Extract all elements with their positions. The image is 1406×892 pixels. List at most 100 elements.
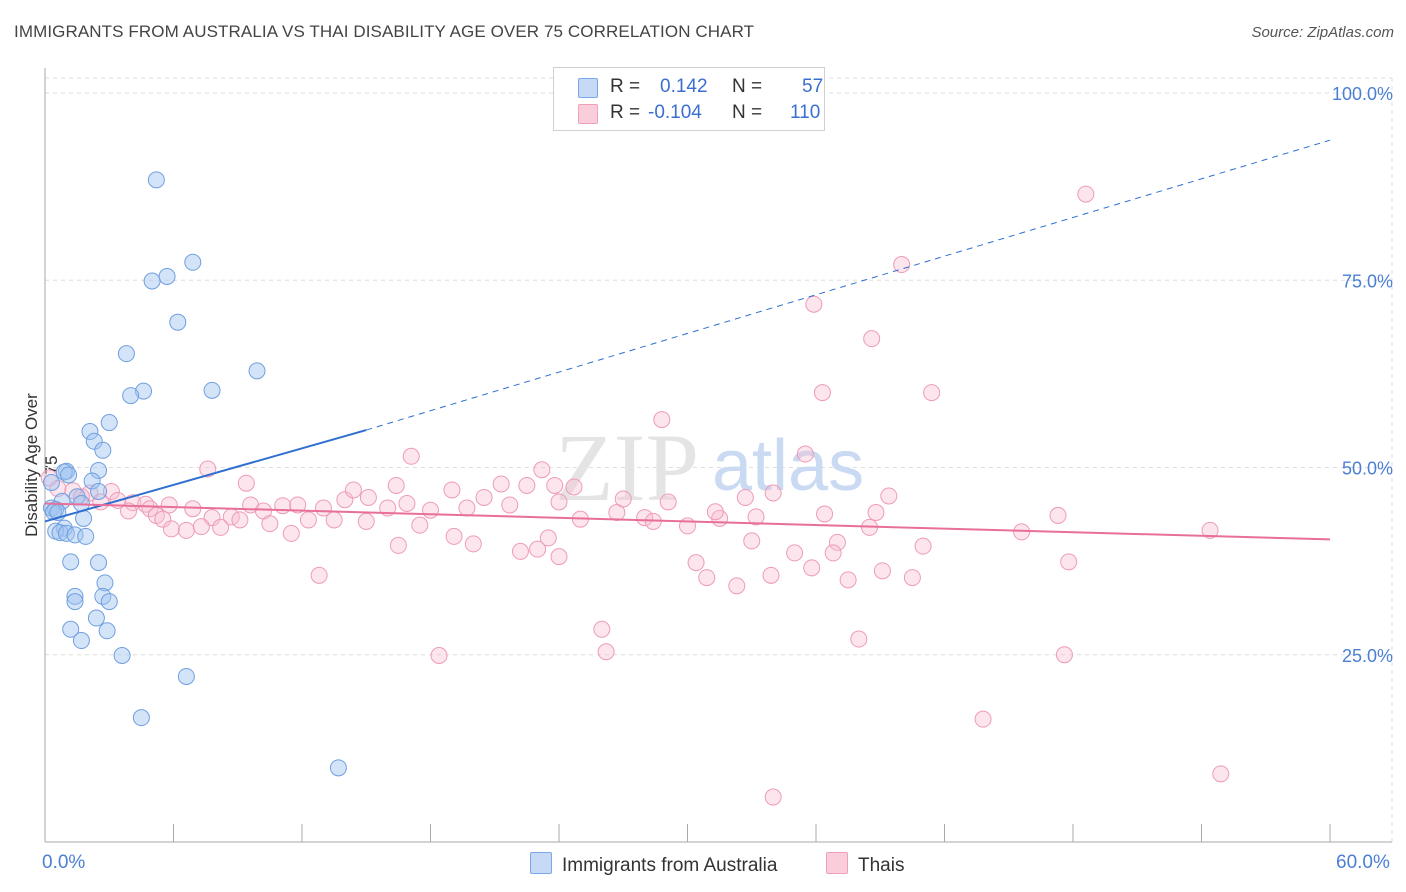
thais-point — [728, 577, 746, 595]
australia-point — [42, 473, 60, 491]
australia-point — [98, 622, 116, 640]
y-tick-label: 75.0% — [1342, 271, 1393, 291]
thais-point — [387, 476, 405, 494]
thais-point — [212, 518, 230, 536]
thais-point — [177, 521, 195, 539]
australia-point — [94, 441, 112, 459]
australia-point — [90, 554, 108, 572]
australia-point — [57, 524, 75, 542]
australia-point — [147, 171, 165, 189]
thais-point — [539, 529, 557, 547]
legend-swatch-thais — [578, 104, 598, 124]
thais-point — [192, 518, 210, 536]
thais-point — [282, 524, 300, 542]
australia-point — [122, 387, 140, 405]
y-tick-label: 50.0% — [1342, 459, 1393, 479]
thais-point — [839, 571, 857, 589]
watermark: ZIP atlas — [555, 414, 864, 521]
australia-point — [90, 482, 108, 500]
bottom-legend-label-australia: Immigrants from Australia — [562, 855, 778, 876]
thais-point — [706, 503, 724, 521]
australia-point — [169, 313, 187, 331]
thais-point — [533, 461, 551, 479]
australia-point — [62, 553, 80, 571]
thais-point — [336, 491, 354, 509]
thais-point — [475, 488, 493, 506]
australia-point — [85, 432, 103, 450]
thais-point — [863, 330, 881, 348]
legend-n-value-australia: 57 — [802, 76, 824, 97]
chart-source: Source: ZipAtlas.com — [1251, 24, 1394, 41]
thais-point — [636, 509, 654, 527]
australia-point — [132, 709, 150, 727]
thais-point — [261, 515, 279, 533]
thais-point — [162, 520, 180, 538]
australia-point — [83, 472, 101, 490]
watermark-zip: ZIP — [555, 414, 699, 521]
thais-point — [458, 499, 476, 517]
thais-point — [762, 566, 780, 584]
thais-points — [40, 185, 1230, 806]
australia-points — [42, 171, 347, 777]
australia-point — [203, 381, 221, 399]
thais-point — [1055, 646, 1073, 664]
thais-point — [659, 493, 677, 511]
thais-point — [160, 496, 178, 514]
thais-point — [310, 566, 328, 584]
watermark-atlas: atlas — [712, 426, 864, 506]
thais-point — [786, 544, 804, 562]
thais-point — [828, 533, 846, 551]
australia-point — [72, 632, 90, 650]
thais-point — [344, 481, 362, 499]
thais-point — [880, 487, 898, 505]
legend-r-label: R = — [610, 102, 641, 123]
y-tick-labels: 25.0% 50.0% 75.0% 100.0% — [1332, 84, 1393, 666]
thais-point — [796, 445, 814, 463]
australia-point — [66, 587, 84, 605]
australia-point — [177, 667, 195, 685]
bottom-legend-swatch-australia — [530, 852, 552, 874]
thais-point — [492, 475, 510, 493]
thais-point — [974, 710, 992, 728]
legend-n-label: N = — [732, 102, 763, 123]
thais-point — [565, 478, 583, 496]
legend-n-value-thais: 110 — [790, 102, 821, 123]
trend-line-australia-extension — [366, 139, 1331, 431]
thais-point — [102, 482, 120, 500]
thais-point — [867, 503, 885, 521]
australia-point — [51, 524, 69, 542]
australia-point — [248, 362, 266, 380]
thais-point — [1077, 185, 1095, 203]
legend-r-label: R = — [610, 76, 641, 97]
thais-point — [1212, 765, 1230, 783]
thais-point — [805, 295, 823, 313]
thais-point — [593, 620, 611, 638]
thais-point — [653, 411, 671, 429]
thais-point — [141, 500, 159, 518]
australia-point — [60, 466, 78, 484]
thais-point — [289, 496, 307, 514]
australia-point — [66, 526, 84, 544]
australia-point — [113, 646, 131, 664]
x-tick-label-max: 60.0% — [1336, 852, 1390, 873]
thais-point — [299, 511, 317, 529]
thais-point — [923, 384, 941, 402]
thais-point — [914, 537, 932, 555]
trend-lines — [44, 139, 1331, 541]
legend-n-label: N = — [732, 76, 763, 97]
australia-point — [96, 574, 114, 592]
australia-point — [100, 414, 118, 432]
thais-point — [873, 562, 891, 580]
bottom-legend-label-thais: Thais — [858, 855, 905, 876]
australia-point — [62, 620, 80, 638]
correlation-legend: R = 0.142 N = 57 R = -0.104 N = 110 — [553, 67, 825, 131]
australia-point — [329, 759, 347, 777]
thais-point — [550, 548, 568, 566]
thais-point — [698, 569, 716, 587]
thais-point — [422, 501, 439, 519]
australia-point — [87, 609, 105, 627]
trend-line-australia — [44, 429, 367, 523]
australia-point — [143, 272, 161, 290]
thais-point — [64, 482, 82, 500]
